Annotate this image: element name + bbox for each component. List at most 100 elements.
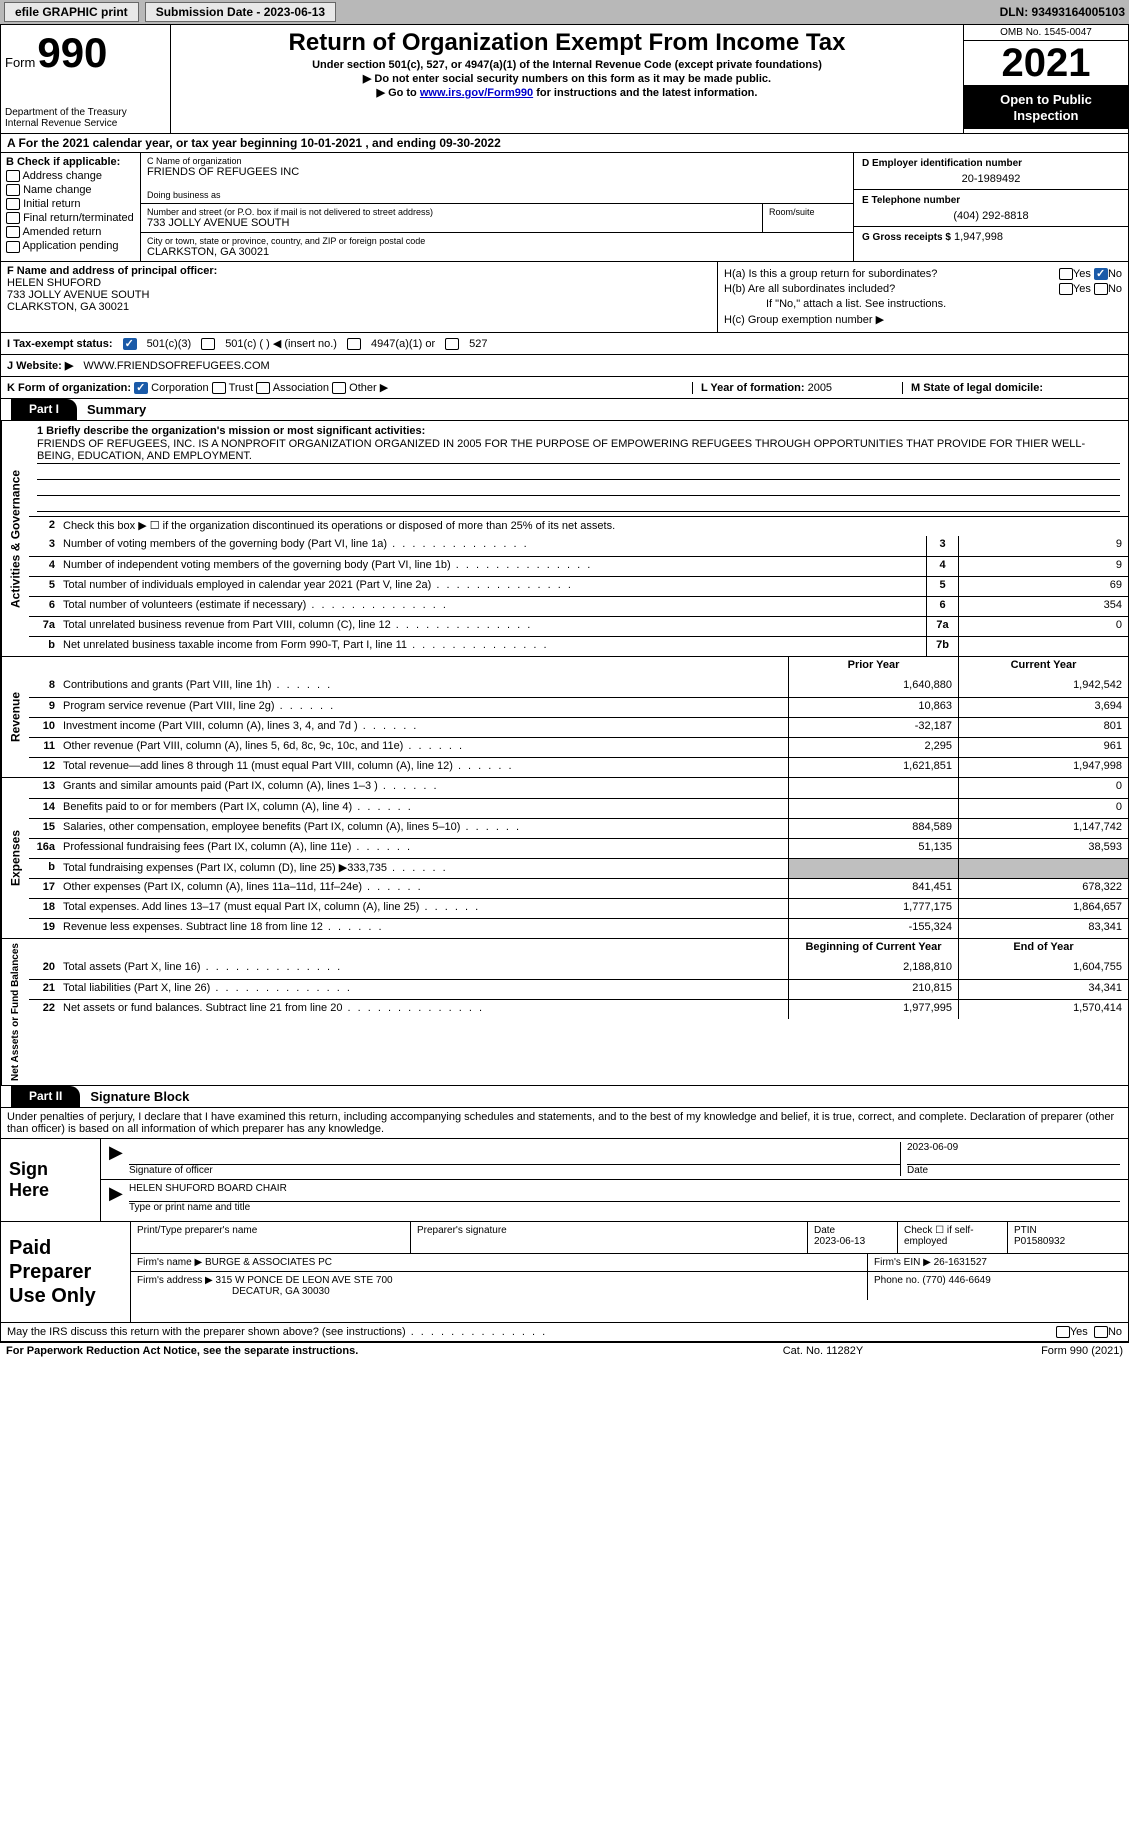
- cb-hb-no[interactable]: [1094, 283, 1108, 295]
- tel-value: (404) 292-8818: [862, 210, 1120, 222]
- summary-revenue: Revenue Prior Year Current Year 8 Contri…: [0, 657, 1129, 778]
- efile-button[interactable]: efile GRAPHIC print: [4, 2, 139, 22]
- discuss-row: May the IRS discuss this return with the…: [0, 1323, 1129, 1342]
- row-i-tax-status: I Tax-exempt status: 501(c)(3) 501(c) ( …: [0, 333, 1129, 355]
- part1-badge: Part I: [11, 399, 77, 420]
- part2-badge: Part II: [11, 1086, 80, 1107]
- col-d-identifiers: D Employer identification number 20-1989…: [853, 153, 1128, 261]
- table-row: 16a Professional fundraising fees (Part …: [29, 838, 1128, 858]
- col-h-group: H(a) Is this a group return for subordin…: [718, 262, 1128, 332]
- org-name-label: C Name of organization: [147, 156, 847, 166]
- cb-corporation[interactable]: [134, 382, 148, 394]
- col-c-org-info: C Name of organization FRIENDS OF REFUGE…: [141, 153, 853, 261]
- officer-addr2: CLARKSTON, GA 30021: [7, 301, 711, 313]
- dln-text: DLN: 93493164005103: [1000, 5, 1125, 19]
- omb-number: OMB No. 1545-0047: [964, 25, 1128, 41]
- submission-date-button[interactable]: Submission Date - 2023-06-13: [145, 2, 336, 22]
- col-begin-header: Beginning of Current Year: [788, 939, 958, 959]
- l-label: L Year of formation:: [701, 382, 805, 394]
- cb-association[interactable]: [256, 382, 270, 394]
- self-employed-check: Check ☐ if self-employed: [898, 1222, 1008, 1253]
- subtitle-1: Under section 501(c), 527, or 4947(a)(1)…: [175, 59, 959, 71]
- firm-ein-value: 26-1631527: [934, 1257, 987, 1268]
- row-j-website: J Website: ▶ WWW.FRIENDSOFREFUGEES.COM: [0, 355, 1129, 377]
- cb-discuss-no[interactable]: [1094, 1326, 1108, 1338]
- table-row: 5 Total number of individuals employed i…: [29, 576, 1128, 596]
- side-label-revenue: Revenue: [1, 657, 29, 777]
- sig-date-label: Date: [907, 1164, 1120, 1176]
- ein-label: D Employer identification number: [862, 158, 1022, 169]
- table-row: 12 Total revenue—add lines 8 through 11 …: [29, 757, 1128, 777]
- prep-date-value: 2023-06-13: [814, 1236, 891, 1247]
- col-end-header: End of Year: [958, 939, 1128, 959]
- j-label: J Website: ▶: [7, 359, 73, 372]
- cb-ha-yes[interactable]: [1059, 268, 1073, 280]
- col-prior-header: Prior Year: [788, 657, 958, 677]
- sig-arrow-2: ▶: [109, 1183, 129, 1213]
- m-label: M State of legal domicile:: [911, 382, 1043, 394]
- open-inspection: Open to Public Inspection: [964, 86, 1128, 129]
- prep-name-label: Print/Type preparer's name: [137, 1225, 404, 1236]
- cb-4947[interactable]: [347, 338, 361, 350]
- i-label: I Tax-exempt status:: [7, 338, 113, 350]
- sig-officer-label: Signature of officer: [129, 1164, 900, 1176]
- firm-addr-value: 315 W PONCE DE LEON AVE STE 700: [216, 1275, 393, 1286]
- cb-501c[interactable]: [201, 338, 215, 350]
- table-row: 9 Program service revenue (Part VIII, li…: [29, 697, 1128, 717]
- table-row: 15 Salaries, other compensation, employe…: [29, 818, 1128, 838]
- cb-address-change[interactable]: [6, 170, 20, 182]
- officer-addr1: 733 JOLLY AVENUE SOUTH: [7, 289, 711, 301]
- part2-header-row: Part II Signature Block: [0, 1086, 1129, 1108]
- table-row: 4 Number of independent voting members o…: [29, 556, 1128, 576]
- hb-text: H(b) Are all subordinates included?: [724, 283, 1059, 295]
- cb-initial-return[interactable]: [6, 198, 20, 210]
- website-value: WWW.FRIENDSOFREFUGEES.COM: [83, 360, 269, 372]
- cb-501c3[interactable]: [123, 338, 137, 350]
- ptin-value: P01580932: [1014, 1236, 1122, 1247]
- year-formation: 2005: [808, 382, 832, 394]
- table-row: 13 Grants and similar amounts paid (Part…: [29, 778, 1128, 798]
- table-row: 20 Total assets (Part X, line 16) 2,188,…: [29, 959, 1128, 979]
- officer-name-title: HELEN SHUFORD BOARD CHAIR: [129, 1183, 1120, 1201]
- side-label-governance: Activities & Governance: [1, 421, 29, 656]
- top-bar: efile GRAPHIC print Submission Date - 20…: [0, 0, 1129, 24]
- gross-value: 1,947,998: [954, 231, 1003, 243]
- table-row: 8 Contributions and grants (Part VIII, l…: [29, 677, 1128, 697]
- form-ref: Form 990 (2021): [923, 1345, 1123, 1357]
- ha-text: H(a) Is this a group return for subordin…: [724, 268, 1059, 280]
- form-number: 990: [37, 29, 107, 76]
- cb-discuss-yes[interactable]: [1056, 1326, 1070, 1338]
- cb-ha-no[interactable]: [1094, 268, 1108, 280]
- table-row: 10 Investment income (Part VIII, column …: [29, 717, 1128, 737]
- cb-hb-yes[interactable]: [1059, 283, 1073, 295]
- preparer-block: Paid Preparer Use Only Print/Type prepar…: [0, 1222, 1129, 1323]
- firm-city-value: DECATUR, GA 30030: [137, 1286, 861, 1297]
- line2-text: Check this box ▶ ☐ if the organization d…: [59, 517, 1128, 536]
- k-label: K Form of organization:: [7, 382, 131, 394]
- irs-link[interactable]: www.irs.gov/Form990: [420, 87, 533, 99]
- discuss-text: May the IRS discuss this return with the…: [7, 1326, 1056, 1338]
- table-row: b Total fundraising expenses (Part IX, c…: [29, 858, 1128, 878]
- part1-header-row: Part I Summary: [0, 399, 1129, 421]
- footer-line: For Paperwork Reduction Act Notice, see …: [0, 1342, 1129, 1359]
- cb-other[interactable]: [332, 382, 346, 394]
- cat-no: Cat. No. 11282Y: [723, 1345, 923, 1357]
- col-current-header: Current Year: [958, 657, 1128, 677]
- cb-name-change[interactable]: [6, 184, 20, 196]
- form-title: Return of Organization Exempt From Incom…: [175, 29, 959, 57]
- cb-527[interactable]: [445, 338, 459, 350]
- firm-phone-value: (770) 446-6649: [922, 1275, 990, 1286]
- table-row: 17 Other expenses (Part IX, column (A), …: [29, 878, 1128, 898]
- sig-arrow-1: ▶: [109, 1142, 129, 1176]
- side-label-expenses: Expenses: [1, 778, 29, 938]
- table-row: 11 Other revenue (Part VIII, column (A),…: [29, 737, 1128, 757]
- cb-final-return[interactable]: [6, 212, 20, 224]
- officer-name: HELEN SHUFORD: [7, 277, 711, 289]
- row-k-form-org: K Form of organization: Corporation Trus…: [0, 377, 1129, 399]
- table-row: 22 Net assets or fund balances. Subtract…: [29, 999, 1128, 1019]
- ptin-label: PTIN: [1014, 1225, 1122, 1236]
- cb-amended[interactable]: [6, 226, 20, 238]
- table-row: 3 Number of voting members of the govern…: [29, 536, 1128, 556]
- cb-trust[interactable]: [212, 382, 226, 394]
- cb-app-pending[interactable]: [6, 241, 20, 253]
